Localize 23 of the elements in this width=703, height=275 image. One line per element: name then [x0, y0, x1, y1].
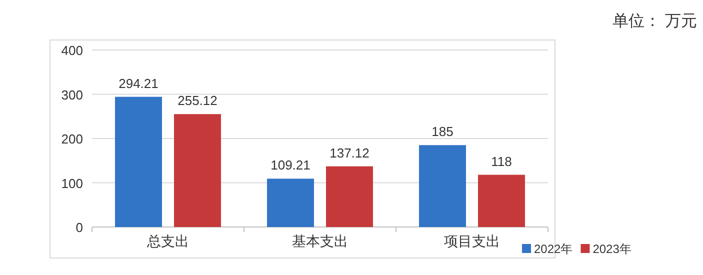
y-tick-label: 300 — [61, 87, 83, 102]
data-label: 255.12 — [178, 93, 218, 108]
bar — [478, 174, 525, 227]
x-tick-label: 项目支出 — [444, 233, 500, 249]
data-label: 185 — [432, 124, 454, 140]
x-tick-label: 基本支出 — [292, 233, 348, 249]
y-tick-label: 0 — [76, 220, 83, 235]
legend-label: 2023年 — [592, 242, 632, 256]
bar — [174, 114, 221, 227]
y-tick-label: 100 — [61, 176, 83, 191]
data-label: 118 — [491, 154, 512, 169]
legend-label: 2022年 — [534, 242, 573, 256]
text: 单位： 万元 — [612, 12, 697, 30]
y-tick-label: 400 — [61, 43, 83, 58]
bar — [115, 96, 162, 227]
bar — [419, 145, 466, 227]
data-label: 137.12 — [330, 145, 370, 160]
bar — [267, 178, 314, 227]
data-label: 109.21 — [270, 158, 310, 173]
y-tick-label: 200 — [61, 132, 83, 146]
bar — [326, 166, 373, 227]
data-label: 294.21 — [118, 76, 158, 91]
x-tick-label: 总支出 — [146, 233, 189, 249]
